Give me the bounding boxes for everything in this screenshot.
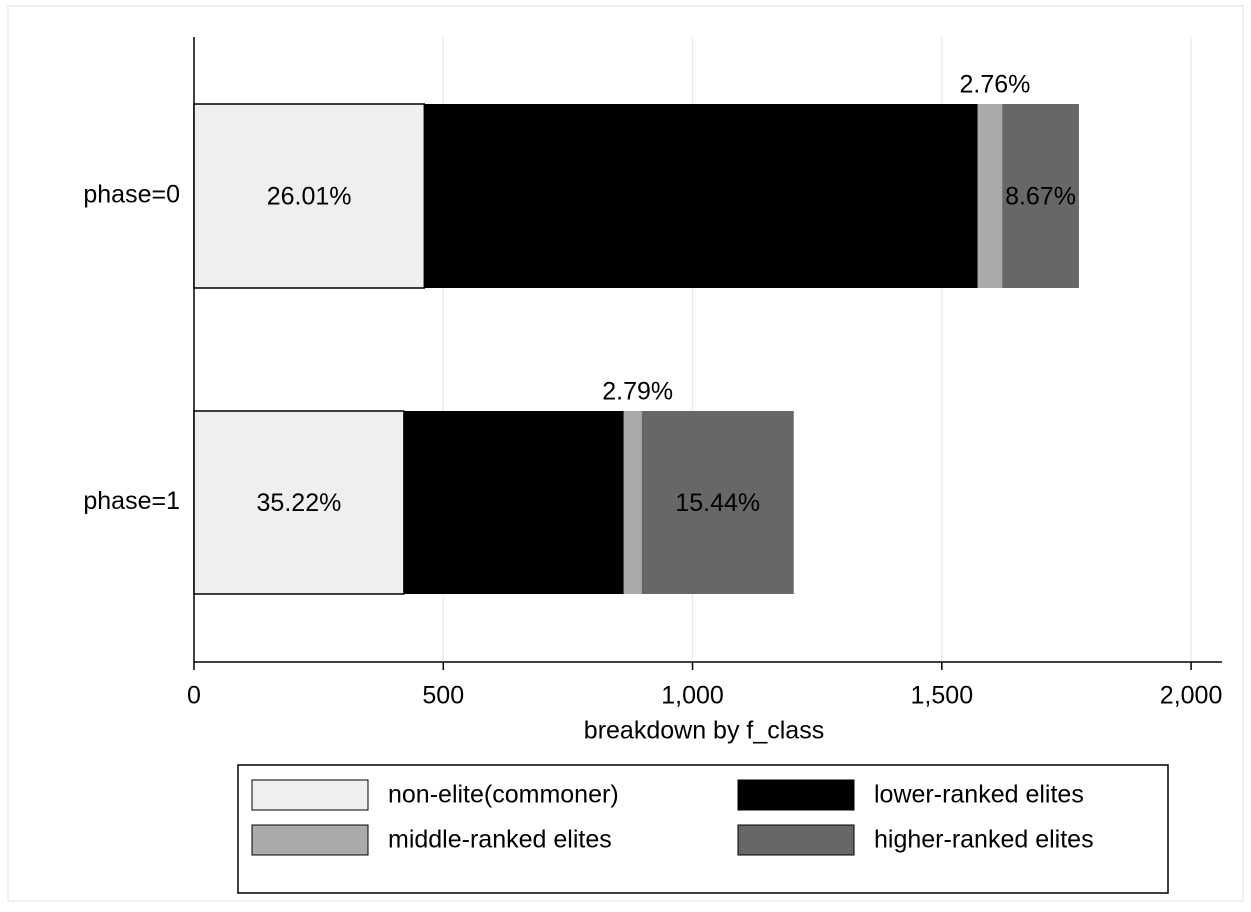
y-tick-label: phase=0 <box>83 181 180 209</box>
x-axis-label: breakdown by f_class <box>584 717 824 745</box>
bar-segment <box>977 104 1003 288</box>
data-label: 26.01% <box>267 183 352 211</box>
legend-swatch <box>737 779 855 811</box>
legend-label: lower-ranked elites <box>874 781 1084 809</box>
x-tick-label: 0 <box>187 682 201 710</box>
bar-segment <box>403 411 624 594</box>
frame <box>7 5 1244 902</box>
bar-segment <box>623 411 642 594</box>
legend-label: non-elite(commoner) <box>388 781 619 809</box>
legend-label: middle-ranked elites <box>388 826 612 854</box>
data-label: 2.79% <box>602 378 673 406</box>
bar-segment <box>193 103 426 289</box>
bar-segment <box>641 411 794 594</box>
data-label: 2.76% <box>959 71 1030 99</box>
data-label: 62.56% <box>659 183 744 211</box>
legend <box>237 764 1169 894</box>
bar-segment <box>1002 104 1079 288</box>
x-tick-label: 500 <box>422 682 464 710</box>
legend-swatch <box>251 824 369 856</box>
x-tick-label: 1,000 <box>661 682 724 710</box>
x-tick-label: 2,000 <box>1160 682 1223 710</box>
y-tick-label: phase=1 <box>83 487 180 515</box>
legend-swatch <box>251 779 369 811</box>
legend-label: higher-ranked elites <box>874 826 1094 854</box>
data-label: 8.67% <box>1005 183 1076 211</box>
data-label: 35.22% <box>257 489 342 517</box>
data-label: 15.44% <box>675 489 760 517</box>
x-tick-label: 1,500 <box>911 682 974 710</box>
bar-segment <box>424 104 978 288</box>
data-label: 36.54% <box>471 489 556 517</box>
legend-swatch <box>737 824 855 856</box>
